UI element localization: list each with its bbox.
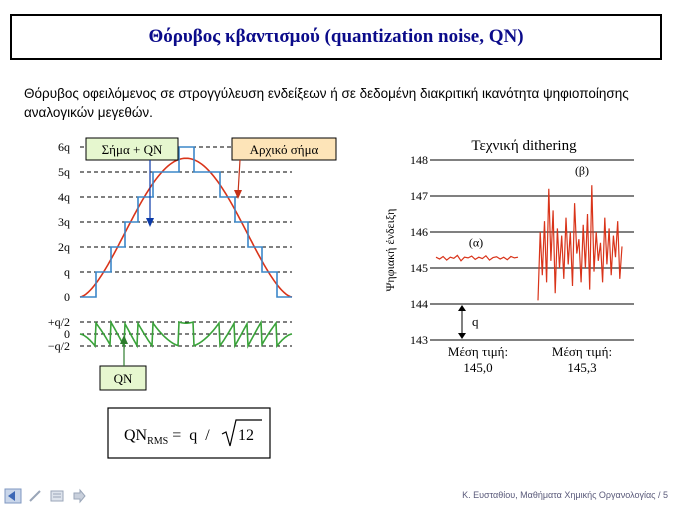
- callout-original-signal: Αρχικό σήμα: [231, 137, 337, 199]
- chart-gridlines: [430, 159, 634, 341]
- chart-series: (α) (β): [435, 163, 623, 301]
- slide-navigation: [4, 488, 88, 504]
- menu-icon[interactable]: [48, 488, 66, 504]
- series-label: (α): [469, 235, 483, 249]
- level-label: 0: [64, 290, 70, 304]
- quantum-label: q: [472, 314, 479, 329]
- callout-signal-qn-label: Σήμα + QN: [102, 142, 163, 157]
- y-tick-label: 146: [410, 225, 428, 239]
- mean-value: 145,0: [463, 360, 492, 375]
- svg-text:QNRMS = q /: QNRMS = q /: [124, 427, 210, 447]
- slide-title: Θόρυβος κβαντισμού (quantization noise, …: [10, 14, 662, 60]
- mean-value: 145,3: [567, 360, 596, 375]
- original-signal-curve: [79, 157, 293, 298]
- y-tick-label: 148: [410, 153, 428, 167]
- series-line-alpha: [435, 254, 519, 262]
- noise-level-label: −q/2: [48, 339, 70, 353]
- formula-root-value: 12: [238, 427, 254, 444]
- level-label: 2q: [58, 240, 70, 254]
- noise-level-label: +q/2: [48, 315, 70, 329]
- chart-y-tick-labels: 148 147 146 145 144 143: [410, 153, 428, 347]
- mean-label: Μέση τιμή:: [448, 344, 508, 359]
- series-label: (β): [575, 163, 589, 177]
- formula-qn: QN: [124, 427, 148, 444]
- formula-rms-subscript: RMS: [147, 436, 168, 447]
- y-tick-label: 144: [410, 297, 428, 311]
- quantum-arrow-head-up: [458, 305, 466, 311]
- callout-original-label: Αρχικό σήμα: [250, 142, 319, 157]
- noise-level-lines: [80, 321, 292, 347]
- y-tick-label: 145: [410, 261, 428, 275]
- intro-text: Θόρυβος οφειλόμενος σε στρογγύλευση ενδε…: [24, 86, 629, 120]
- y-tick-label: 143: [410, 333, 428, 347]
- sqrt-symbol: [221, 419, 262, 447]
- back-arrow-icon[interactable]: [4, 488, 22, 504]
- mean-label: Μέση τιμή:: [552, 344, 612, 359]
- quantized-signal-staircase: [80, 146, 292, 298]
- chart-y-axis-label: Ψηφιακή ένδειξη: [383, 209, 397, 292]
- footer-credit: Κ. Ευσταθίου, Μαθήματα Χημικής Οργανολογ…: [462, 490, 668, 500]
- slide-title-text: Θόρυβος κβαντισμού (quantization noise, …: [148, 26, 524, 47]
- quantum-arrow-head-down: [458, 333, 466, 339]
- forward-arrow-icon[interactable]: [70, 488, 88, 504]
- chart-title: Τεχνική dithering: [471, 138, 577, 154]
- series-line-beta: [537, 185, 623, 301]
- quantization-noise-wave: [79, 319, 293, 349]
- level-label: 6q: [58, 140, 70, 154]
- noise-level-label: 0: [64, 327, 70, 341]
- level-label: q: [64, 265, 70, 279]
- formula-box: QNRMS = q / 12: [107, 407, 271, 459]
- quantum-arrow: q: [458, 305, 479, 339]
- pen-icon[interactable]: [26, 488, 44, 504]
- y-tick-label: 147: [410, 189, 428, 203]
- level-label: 3q: [58, 215, 70, 229]
- level-labels: 6q 5q 4q 3q 2q q 0: [58, 140, 70, 304]
- callout-qn: QN: [99, 335, 147, 391]
- formula-equals-q: = q /: [168, 427, 210, 444]
- noise-level-labels: +q/20−q/2: [48, 315, 70, 353]
- level-label: 4q: [58, 190, 70, 204]
- callout-signal-qn: Σήμα + QN: [85, 137, 179, 227]
- callout-qn-label: QN: [114, 371, 133, 386]
- level-label: 5q: [58, 165, 70, 179]
